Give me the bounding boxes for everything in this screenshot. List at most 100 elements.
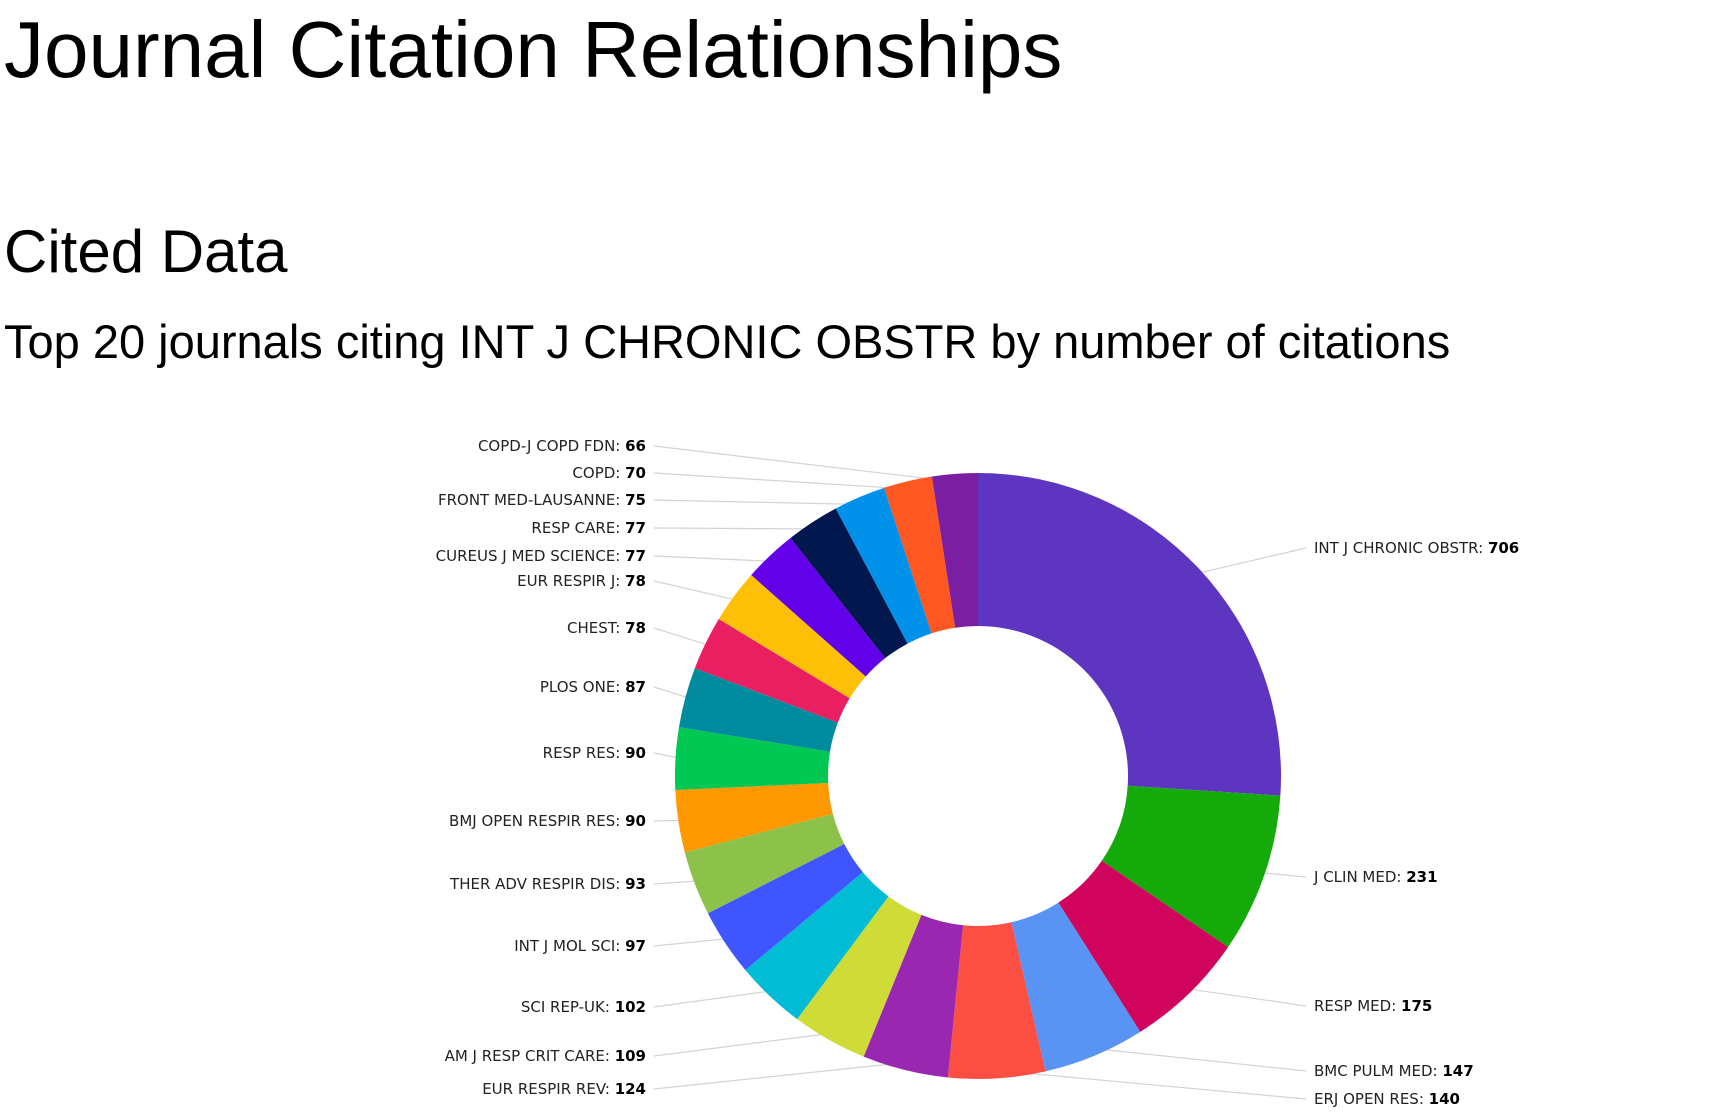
slice-1[interactable]: [1101, 785, 1281, 948]
slice-label-4: ERJ OPEN RES: 140: [1314, 1090, 1460, 1108]
leader-line-0: [1193, 547, 1307, 575]
slice-5[interactable]: [863, 914, 964, 1078]
slice-label-name: ERJ OPEN RES:: [1314, 1090, 1429, 1108]
slice-label-name: INT J MOL SCI:: [514, 937, 625, 955]
slice-label-value: 78: [625, 572, 646, 590]
slice-0[interactable]: [978, 473, 1281, 796]
donut-slices: [675, 473, 1281, 1079]
slice-label-6: AM J RESP CRIT CARE: 109: [445, 1047, 646, 1065]
page-title: Journal Citation Relationships: [4, 5, 1063, 94]
slice-label-name: AM J RESP CRIT CARE:: [445, 1047, 615, 1065]
slice-13[interactable]: [694, 619, 850, 723]
slice-label-17: FRONT MED-LAUSANNE: 75: [438, 491, 646, 509]
slice-12[interactable]: [678, 668, 838, 752]
slice-label-1: J CLIN MED: 231: [1313, 868, 1438, 886]
slice-label-name: COPD-J COPD FDN:: [478, 437, 625, 455]
slice-label-value: 706: [1488, 539, 1519, 557]
slice-label-value: 109: [615, 1047, 646, 1065]
slice-16[interactable]: [790, 508, 908, 659]
slice-label-value: 140: [1429, 1090, 1460, 1108]
section-title: Cited Data: [4, 218, 288, 285]
slice-label-value: 97: [625, 937, 646, 955]
slice-label-8: INT J MOL SCI: 97: [514, 937, 646, 955]
slice-label-name: BMJ OPEN RESPIR RES:: [449, 812, 625, 830]
slice-3[interactable]: [1011, 902, 1141, 1072]
leader-line-15: [653, 555, 776, 563]
leader-line-18: [653, 472, 910, 490]
slice-label-2: RESP MED: 175: [1314, 997, 1432, 1015]
slice-label-name: THER ADV RESPIR DIS:: [449, 875, 625, 893]
slice-19[interactable]: [931, 473, 978, 628]
slice-label-name: SCI REP-UK:: [521, 998, 615, 1016]
slice-label-16: RESP CARE: 77: [531, 519, 646, 537]
slice-label-18: COPD: 70: [572, 464, 646, 482]
slice-label-name: FRONT MED-LAUSANNE:: [438, 491, 625, 509]
slice-label-value: 87: [625, 678, 646, 696]
slice-label-value: 90: [625, 812, 646, 830]
slice-4[interactable]: [947, 922, 1046, 1079]
slice-label-value: 93: [625, 875, 646, 893]
leader-line-16: [653, 527, 817, 530]
slice-label-name: CHEST:: [567, 619, 625, 637]
slice-15[interactable]: [751, 537, 886, 677]
slice-label-name: J CLIN MED:: [1313, 868, 1406, 886]
leader-line-2: [1182, 987, 1307, 1007]
slice-label-value: 66: [625, 437, 646, 455]
slice-label-name: EUR RESPIR REV:: [482, 1080, 615, 1098]
slice-7[interactable]: [745, 872, 889, 1020]
slice-17[interactable]: [835, 487, 932, 644]
slice-label-name: EUR RESPIR J:: [517, 572, 625, 590]
slice-label-name: BMC PULM MED:: [1314, 1062, 1442, 1080]
slice-2[interactable]: [1058, 860, 1229, 1032]
slice-label-value: 78: [625, 619, 646, 637]
slice-label-value: 102: [615, 998, 646, 1016]
slice-label-13: CHEST: 78: [567, 619, 646, 637]
leader-line-7: [653, 989, 776, 1008]
slice-label-value: 77: [625, 547, 646, 565]
slice-label-name: RESP MED:: [1314, 997, 1401, 1015]
slice-label-value: 70: [625, 464, 646, 482]
slice-label-value: 77: [625, 519, 646, 537]
leader-line-19: [653, 445, 956, 483]
slice-6[interactable]: [797, 896, 922, 1057]
slice-label-value: 90: [625, 744, 646, 762]
leader-lines: [653, 445, 1307, 1100]
slice-label-10: BMJ OPEN RESPIR RES: 90: [449, 812, 646, 830]
slice-label-14: EUR RESPIR J: 78: [517, 572, 646, 590]
leader-line-3: [1091, 1047, 1307, 1072]
slice-label-name: CUREUS J MED SCIENCE:: [436, 547, 625, 565]
chart-subtitle: Top 20 journals citing INT J CHRONIC OBS…: [4, 315, 1451, 368]
slice-9[interactable]: [684, 813, 845, 914]
slice-label-11: RESP RES: 90: [543, 744, 646, 762]
slice-label-value: 75: [625, 491, 646, 509]
slice-label-name: PLOS ONE:: [540, 678, 625, 696]
slice-labels: INT J CHRONIC OBSTR: 706 J CLIN MED: 231 R…: [436, 437, 1520, 1108]
slice-label-5: EUR RESPIR REV: 124: [482, 1080, 646, 1098]
slice-label-value: 147: [1442, 1062, 1473, 1080]
slice-label-0: INT J CHRONIC OBSTR: 706: [1314, 539, 1519, 557]
slice-label-name: INT J CHRONIC OBSTR:: [1314, 539, 1488, 557]
leader-line-4: [996, 1069, 1307, 1100]
leader-line-13: [653, 627, 714, 648]
leader-line-5: [653, 1061, 908, 1090]
slice-label-value: 175: [1401, 997, 1432, 1015]
slice-label-value: 231: [1406, 868, 1437, 886]
slice-label-9: THER ADV RESPIR DIS: 93: [449, 875, 646, 893]
leader-line-1: [1256, 871, 1307, 878]
leader-line-14: [653, 580, 741, 602]
slice-11[interactable]: [675, 727, 830, 791]
leader-line-17: [653, 499, 863, 506]
slice-10[interactable]: [675, 782, 833, 853]
slice-label-19: COPD-J COPD FDN: 66: [478, 437, 646, 455]
slice-label-3: BMC PULM MED: 147: [1314, 1062, 1474, 1080]
slice-18[interactable]: [884, 476, 956, 634]
slice-14[interactable]: [718, 575, 866, 699]
slice-label-value: 124: [615, 1080, 646, 1098]
leader-line-8: [653, 937, 732, 947]
slice-8[interactable]: [707, 843, 863, 971]
slice-label-7: SCI REP-UK: 102: [521, 998, 646, 1016]
slice-label-name: RESP CARE:: [531, 519, 625, 537]
slice-label-name: COPD:: [572, 464, 625, 482]
leader-line-6: [653, 1032, 834, 1057]
